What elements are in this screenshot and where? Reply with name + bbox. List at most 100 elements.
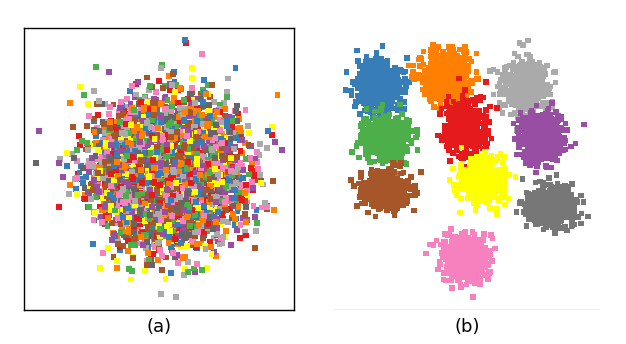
Point xyxy=(480,248,490,254)
Point xyxy=(549,140,559,145)
Point xyxy=(68,124,78,130)
Point xyxy=(495,176,505,181)
Point xyxy=(140,94,150,99)
Point xyxy=(526,82,536,87)
Point xyxy=(379,192,389,198)
Point xyxy=(140,192,150,198)
Point xyxy=(137,125,147,130)
Point xyxy=(451,77,461,83)
Point xyxy=(535,76,545,82)
Point xyxy=(143,204,153,209)
Point xyxy=(190,230,200,235)
Point xyxy=(355,75,365,80)
Point xyxy=(533,152,543,158)
Point xyxy=(145,157,155,162)
Point xyxy=(513,145,523,150)
Point xyxy=(223,76,233,81)
Point xyxy=(177,184,187,190)
Point xyxy=(463,251,473,256)
Point xyxy=(170,186,180,192)
Point xyxy=(391,153,401,159)
Point xyxy=(88,241,98,247)
Point xyxy=(158,196,168,202)
Point xyxy=(168,116,178,122)
Point xyxy=(545,200,555,206)
Point xyxy=(523,133,533,139)
Point xyxy=(515,89,525,95)
Point xyxy=(135,170,145,176)
Point xyxy=(418,62,428,67)
Point xyxy=(499,77,509,83)
Point xyxy=(163,178,173,183)
Point xyxy=(177,173,187,179)
Point xyxy=(130,168,140,174)
Point xyxy=(374,178,384,183)
Point xyxy=(376,80,386,85)
Point xyxy=(173,87,183,93)
Point xyxy=(185,180,195,185)
Point xyxy=(104,178,114,184)
Point xyxy=(548,215,558,220)
Point xyxy=(182,215,192,220)
Point xyxy=(190,201,200,206)
Point xyxy=(381,197,391,203)
Point xyxy=(460,106,470,111)
Point xyxy=(140,162,150,168)
Point xyxy=(158,140,168,146)
Point xyxy=(454,55,464,61)
Point xyxy=(158,160,168,165)
Point xyxy=(197,123,207,129)
Point xyxy=(567,202,577,208)
Point xyxy=(205,169,215,175)
Point xyxy=(142,109,152,114)
Point xyxy=(170,175,180,180)
Point xyxy=(505,88,515,93)
Point xyxy=(529,72,539,77)
Point xyxy=(439,87,449,93)
Point xyxy=(151,187,161,192)
Point xyxy=(540,132,550,137)
Point xyxy=(207,226,217,231)
Point xyxy=(463,261,473,267)
Point xyxy=(148,173,158,179)
Point xyxy=(144,186,154,191)
Point xyxy=(125,166,135,172)
Point xyxy=(158,183,168,188)
Point xyxy=(126,191,136,196)
Point xyxy=(391,116,401,121)
Point xyxy=(151,214,161,220)
Point xyxy=(568,207,578,213)
Point xyxy=(144,172,154,178)
Point xyxy=(443,245,453,250)
Point xyxy=(183,154,193,159)
Point xyxy=(451,268,461,273)
Point xyxy=(135,191,145,197)
Point xyxy=(173,195,183,201)
Point xyxy=(367,187,377,193)
Point xyxy=(465,98,475,104)
Point xyxy=(439,75,449,80)
Point xyxy=(398,128,408,133)
Point xyxy=(521,158,531,164)
Point xyxy=(559,193,569,199)
Point xyxy=(541,128,551,133)
Point xyxy=(163,157,173,162)
Point xyxy=(183,141,193,147)
Point xyxy=(136,169,146,174)
Point xyxy=(473,108,483,114)
Point xyxy=(108,102,118,107)
Point xyxy=(88,163,98,169)
Point xyxy=(145,142,155,147)
Point xyxy=(178,163,188,168)
Point xyxy=(361,116,371,121)
Point xyxy=(451,64,461,69)
Point xyxy=(138,198,148,203)
Point xyxy=(172,167,182,173)
Point xyxy=(139,143,149,149)
Point xyxy=(157,129,167,135)
Point xyxy=(200,151,210,156)
Point xyxy=(444,128,454,133)
Point xyxy=(205,95,215,100)
Point xyxy=(462,251,472,257)
Point xyxy=(230,196,240,201)
